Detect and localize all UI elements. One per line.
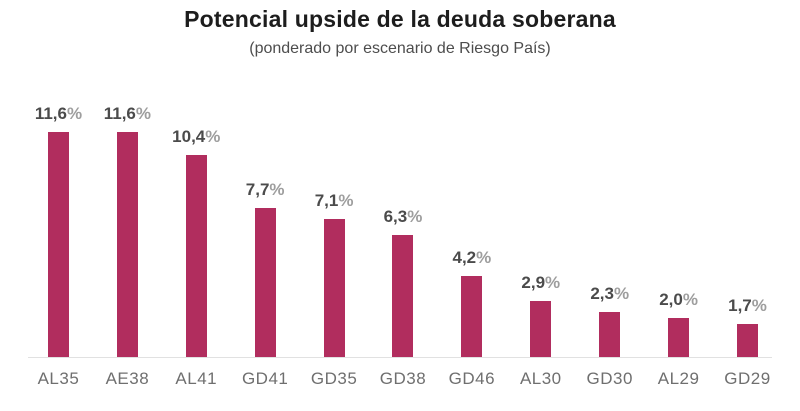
bar-column: 11,6% [24, 104, 93, 357]
category-label: GD46 [448, 369, 496, 388]
category-label: AL35 [37, 369, 80, 388]
bar-column: 6,3% [369, 207, 438, 357]
bar [737, 324, 759, 357]
bar [530, 301, 552, 357]
bar-value-label: 11,6% [104, 104, 151, 124]
percent-sign: % [682, 290, 698, 309]
bar-value-number: 1,7 [728, 296, 752, 315]
bar [392, 235, 414, 357]
bar [185, 155, 207, 357]
bar-value-label: 2,3% [590, 284, 629, 304]
percent-sign: % [407, 207, 423, 226]
bar-column: 2,0% [644, 290, 713, 357]
category-label: AE38 [105, 369, 150, 388]
chart-subtitle: (ponderado por escenario de Riesgo País) [249, 40, 551, 57]
bar-column: 1,7% [713, 296, 782, 357]
category-label: GD38 [379, 369, 427, 388]
bar-value-number: 11,6 [34, 104, 67, 123]
percent-sign: % [751, 296, 767, 315]
bar-value-label: 2,0% [659, 290, 698, 310]
percent-sign: % [613, 284, 630, 303]
bar-column: 2,9% [506, 273, 575, 357]
category-label: AL41 [175, 369, 218, 388]
bars-row: 11,6% 11,6% 10,4% 7,7% 7,1% 6,3% [0, 103, 800, 357]
percent-sign: % [269, 180, 285, 199]
bar-value-number: 2,0 [659, 290, 683, 309]
bar-value-number: 2,3 [590, 284, 614, 303]
bar-value-label: 7,7% [246, 180, 285, 200]
category-label: GD29 [724, 369, 771, 388]
category-labels-row: AL35 AE38 AL41 GD41 GD35 GD38 GD46 AL30 GD30 AL29… [0, 369, 800, 389]
bar-value-number: 10,4 [172, 127, 206, 146]
bar [461, 276, 483, 357]
bar-chart: 11,6% 11,6% 10,4% 7,7% 7,1% 6,3% [0, 103, 800, 389]
category-label: GD30 [586, 369, 633, 388]
percent-sign: % [338, 191, 354, 210]
bar-value-number: 11,6 [103, 104, 136, 123]
category-label: AL29 [657, 369, 700, 388]
bar-column: 2,3% [575, 284, 644, 357]
bar-value-label: 7,1% [315, 191, 354, 211]
bar-value-label: 6,3% [384, 207, 423, 227]
bar [116, 132, 138, 357]
bar-column: 7,1% [300, 191, 369, 357]
x-axis-line [28, 357, 772, 358]
bar-column: 10,4% [162, 127, 231, 357]
percent-sign: % [205, 127, 221, 146]
bar-column: 4,2% [437, 248, 506, 357]
bar [254, 208, 276, 357]
bar-value-number: 7,1 [314, 191, 339, 210]
bar-value-label: 4,2% [453, 248, 492, 268]
bar-column: 11,6% [93, 104, 162, 357]
bar [599, 312, 621, 357]
bar [47, 132, 69, 357]
bar-value-label: 2,9% [521, 273, 560, 293]
bar-value-number: 7,7 [245, 180, 270, 199]
bar-value-number: 4,2 [452, 248, 477, 267]
bar-value-number: 6,3 [383, 207, 408, 226]
percent-sign: % [476, 248, 492, 267]
category-label: GD35 [310, 369, 358, 388]
chart-title: Potencial upside de la deuda soberana [184, 6, 616, 32]
percent-sign: % [66, 104, 83, 123]
category-label: AL30 [519, 369, 562, 388]
bar-value-label: 11,6% [35, 104, 82, 124]
bar-value-number: 2,9 [521, 273, 546, 292]
bar-column: 7,7% [231, 180, 300, 357]
percent-sign: % [545, 273, 561, 292]
bar [323, 219, 345, 357]
bar-value-label: 10,4% [172, 127, 220, 147]
percent-sign: % [135, 104, 151, 123]
bar-value-label: 1,7% [728, 296, 767, 316]
bar [668, 318, 690, 357]
category-label: GD41 [241, 369, 289, 388]
